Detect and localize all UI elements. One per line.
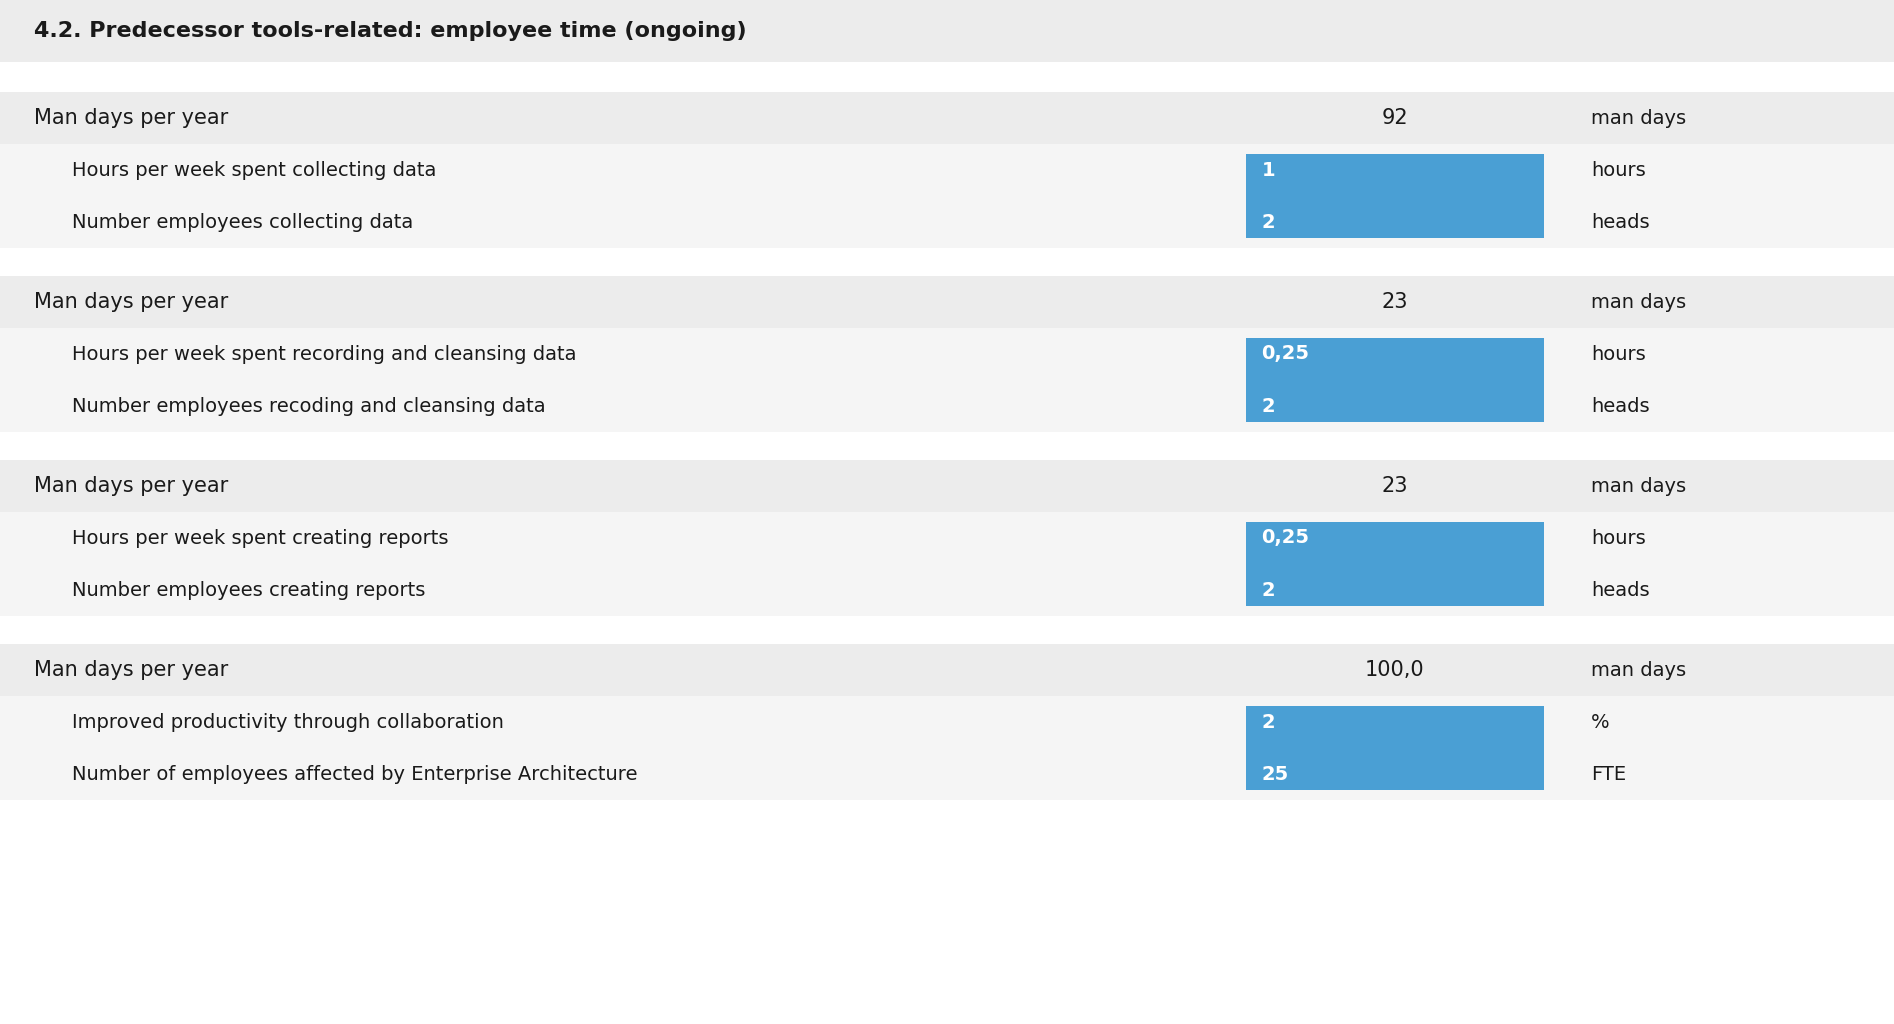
Text: 1: 1	[1261, 161, 1275, 179]
FancyBboxPatch shape	[0, 512, 1894, 616]
Text: hours: hours	[1591, 528, 1646, 548]
Text: 92: 92	[1381, 108, 1409, 128]
Text: 2: 2	[1261, 581, 1275, 599]
Text: 2: 2	[1261, 713, 1275, 731]
Text: 0,25: 0,25	[1261, 528, 1309, 548]
Text: Hours per week spent recording and cleansing data: Hours per week spent recording and clean…	[72, 344, 576, 364]
Text: 2: 2	[1261, 396, 1275, 416]
Text: 100,0: 100,0	[1366, 660, 1424, 680]
Text: Number employees collecting data: Number employees collecting data	[72, 213, 413, 231]
Text: Number employees creating reports: Number employees creating reports	[72, 581, 426, 599]
Text: man days: man days	[1591, 660, 1686, 680]
Text: Improved productivity through collaboration: Improved productivity through collaborat…	[72, 713, 504, 731]
FancyBboxPatch shape	[1246, 155, 1544, 238]
Text: Number employees recoding and cleansing data: Number employees recoding and cleansing …	[72, 396, 545, 416]
Text: Hours per week spent collecting data: Hours per week spent collecting data	[72, 161, 436, 179]
FancyBboxPatch shape	[0, 92, 1894, 144]
FancyBboxPatch shape	[0, 328, 1894, 432]
FancyBboxPatch shape	[0, 144, 1894, 248]
Text: 4.2. Predecessor tools-related: employee time (ongoing): 4.2. Predecessor tools-related: employee…	[34, 22, 746, 41]
Text: man days: man days	[1591, 476, 1686, 496]
FancyBboxPatch shape	[1246, 707, 1544, 790]
Text: 23: 23	[1383, 292, 1407, 312]
Text: FTE: FTE	[1591, 765, 1627, 783]
Text: Man days per year: Man days per year	[34, 660, 229, 680]
FancyBboxPatch shape	[1246, 522, 1544, 605]
FancyBboxPatch shape	[0, 696, 1894, 800]
FancyBboxPatch shape	[0, 644, 1894, 696]
Text: 25: 25	[1261, 765, 1288, 783]
Text: 23: 23	[1383, 476, 1407, 496]
Text: heads: heads	[1591, 213, 1650, 231]
Text: %: %	[1591, 713, 1610, 731]
FancyBboxPatch shape	[1246, 338, 1544, 422]
Text: heads: heads	[1591, 396, 1650, 416]
FancyBboxPatch shape	[0, 0, 1894, 62]
FancyBboxPatch shape	[0, 460, 1894, 512]
Text: heads: heads	[1591, 581, 1650, 599]
Text: Man days per year: Man days per year	[34, 292, 229, 312]
Text: Man days per year: Man days per year	[34, 476, 229, 496]
Text: Number of employees affected by Enterprise Architecture: Number of employees affected by Enterpri…	[72, 765, 638, 783]
Text: Hours per week spent creating reports: Hours per week spent creating reports	[72, 528, 449, 548]
Text: hours: hours	[1591, 344, 1646, 364]
FancyBboxPatch shape	[0, 276, 1894, 328]
Text: 2: 2	[1261, 213, 1275, 231]
Text: Man days per year: Man days per year	[34, 108, 229, 128]
Text: man days: man days	[1591, 293, 1686, 311]
Text: hours: hours	[1591, 161, 1646, 179]
Text: man days: man days	[1591, 109, 1686, 128]
Text: 0,25: 0,25	[1261, 344, 1309, 364]
